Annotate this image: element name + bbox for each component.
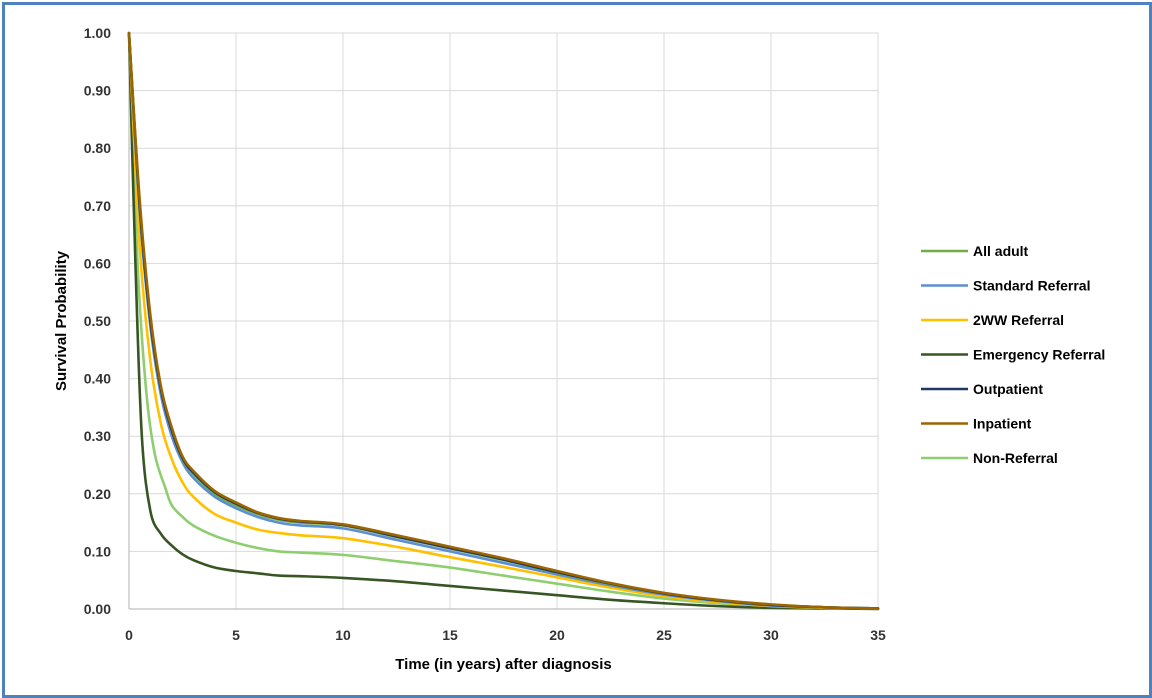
x-axis-title: Time (in years) after diagnosis xyxy=(395,656,611,673)
y-tick-label: 0.60 xyxy=(84,255,111,271)
legend-label-2ww-referral: 2WW Referral xyxy=(973,312,1064,328)
grid-layer xyxy=(129,32,879,609)
y-axis-title: Survival Probability xyxy=(53,250,70,391)
x-tick-label: 20 xyxy=(549,627,565,643)
x-tick-label: 15 xyxy=(442,627,458,643)
legend-label-outpatient: Outpatient xyxy=(973,381,1043,397)
y-tick-label: 0.50 xyxy=(84,313,111,329)
x-tick-label: 30 xyxy=(763,627,779,643)
legend: All adult Standard Referral 2WW Referral Em… xyxy=(921,243,1105,466)
x-tick-label: 35 xyxy=(870,627,886,643)
series-line-non-referral xyxy=(127,31,880,610)
y-tick-label: 0.40 xyxy=(84,371,111,387)
legend-label-standard-referral: Standard Referral xyxy=(973,278,1090,294)
y-tick-label: 0.10 xyxy=(84,543,111,559)
y-tick-label: 0.20 xyxy=(84,486,111,502)
series-line-emergency-referral xyxy=(127,31,880,611)
y-tick-label: 1.00 xyxy=(84,25,111,41)
series-line-2ww-referral xyxy=(127,31,880,610)
x-tick-label: 5 xyxy=(232,627,240,643)
y-tick-label: 0.30 xyxy=(84,428,111,444)
x-tick-label: 10 xyxy=(335,627,351,643)
legend-label-inpatient: Inpatient xyxy=(973,416,1032,432)
x-tick-label: 0 xyxy=(125,627,133,643)
series-layer xyxy=(127,31,880,611)
series-line-inpatient xyxy=(127,31,880,610)
x-tick-label: 25 xyxy=(656,627,672,643)
axis-layer: 0.00 0.10 0.20 0.30 0.40 0.50 0.60 0.70 0.80 0.90… xyxy=(84,25,886,643)
legend-label-non-referral: Non-Referral xyxy=(973,450,1058,466)
legend-label-emergency-referral: Emergency Referral xyxy=(973,347,1105,363)
y-tick-label: 0.90 xyxy=(84,83,111,99)
legend-label-all-adult: All adult xyxy=(973,243,1029,259)
y-tick-label: 0.70 xyxy=(84,198,111,214)
y-tick-label: 0.80 xyxy=(84,140,111,156)
y-tick-label: 0.00 xyxy=(84,601,111,617)
